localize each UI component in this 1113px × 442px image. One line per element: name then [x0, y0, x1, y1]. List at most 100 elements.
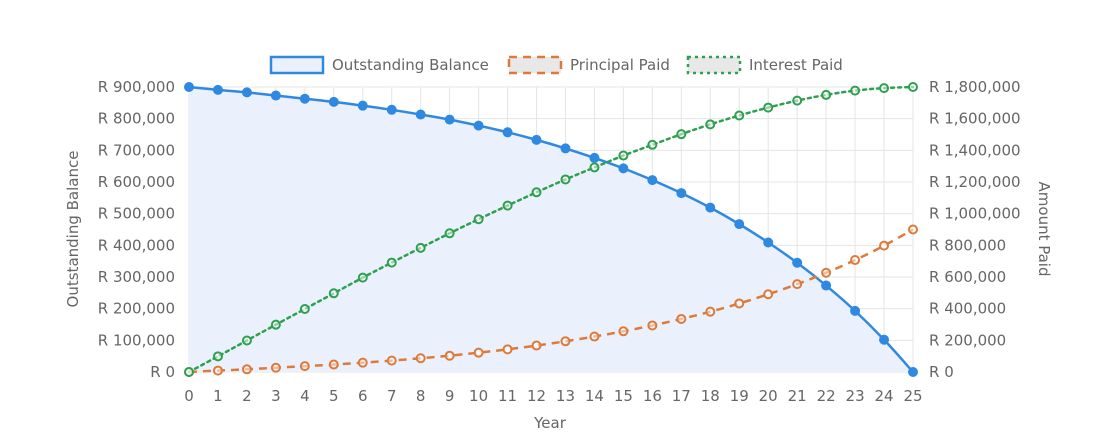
principal-paid-point[interactable] [415, 353, 426, 364]
interest-paid-point[interactable] [184, 367, 194, 377]
principal-paid-point[interactable] [792, 279, 803, 290]
outstanding-balance-point[interactable] [676, 188, 687, 199]
x-tick-label: 1 [213, 387, 223, 405]
outstanding-balance-point[interactable] [473, 120, 484, 131]
outstanding-balance-point[interactable] [444, 114, 455, 125]
outstanding-balance-point[interactable] [386, 104, 397, 115]
principal-paid-point[interactable] [589, 331, 600, 342]
outstanding-balance-point[interactable] [705, 202, 716, 213]
interest-paid-point[interactable] [589, 162, 600, 173]
outstanding-balance-point[interactable] [821, 280, 832, 291]
interest-paid-point[interactable] [850, 85, 861, 96]
x-tick-label: 4 [300, 387, 310, 405]
principal-paid-point[interactable] [850, 255, 861, 266]
outstanding-balance-point[interactable] [850, 305, 861, 316]
interest-paid-point[interactable] [502, 200, 513, 211]
principal-paid-point[interactable] [705, 306, 716, 317]
y-left-tick-label: R 800,000 [98, 110, 175, 128]
legend-item-outstanding-balance[interactable]: Outstanding Balance [269, 55, 489, 75]
outstanding-balance-point[interactable] [763, 237, 774, 248]
outstanding-balance-point[interactable] [734, 219, 745, 230]
interest-paid-point[interactable] [821, 89, 832, 100]
legend: Outstanding Balance Principal Paid Interes… [269, 55, 843, 75]
outstanding-balance-point[interactable] [792, 257, 803, 268]
legend-item-interest-paid[interactable]: Interest Paid [686, 55, 843, 75]
principal-paid-point[interactable] [879, 240, 890, 251]
interest-paid-point[interactable] [212, 351, 223, 362]
outstanding-balance-point[interactable] [879, 334, 890, 345]
principal-paid-point[interactable] [386, 355, 397, 366]
y-left-tick-label: R 200,000 [98, 300, 175, 318]
y-right-tick-label: R 1,000,000 [929, 205, 1021, 223]
interest-paid-point[interactable] [908, 82, 918, 92]
outstanding-balance-point[interactable] [589, 152, 600, 163]
principal-paid-point[interactable] [821, 267, 832, 278]
principal-paid-point[interactable] [473, 347, 484, 358]
principal-paid-point[interactable] [270, 362, 281, 373]
outstanding-balance-point[interactable] [531, 134, 542, 145]
principal-paid-point[interactable] [647, 320, 658, 331]
y-axis-right: R 0 R 200,000 R 400,000 R 600,000 R 800,000 R… [929, 78, 1021, 381]
principal-paid-point[interactable] [212, 365, 223, 376]
outstanding-balance-point[interactable] [618, 163, 629, 174]
outstanding-balance-point[interactable] [647, 175, 658, 186]
y-left-tick-label: R 300,000 [98, 268, 175, 286]
interest-paid-point[interactable] [357, 272, 368, 283]
x-tick-label: 18 [701, 387, 720, 405]
x-tick-label: 8 [416, 387, 426, 405]
y-right-tick-label: R 1,400,000 [929, 141, 1021, 159]
outstanding-balance-point[interactable] [299, 93, 310, 104]
interest-paid-point[interactable] [270, 319, 281, 330]
legend-label: Interest Paid [749, 56, 843, 74]
principal-paid-point[interactable] [763, 289, 774, 300]
outstanding-balance-point[interactable] [357, 100, 368, 111]
principal-paid-point[interactable] [357, 357, 368, 368]
principal-paid-point[interactable] [560, 336, 571, 347]
outstanding-balance-point[interactable] [560, 143, 571, 154]
interest-paid-point[interactable] [444, 228, 455, 239]
principal-paid-point[interactable] [618, 326, 629, 337]
outstanding-balance-point[interactable] [328, 96, 339, 107]
outstanding-balance-point[interactable] [502, 127, 513, 138]
interest-paid-point[interactable] [647, 139, 658, 150]
outstanding-balance-point[interactable] [270, 90, 281, 101]
interest-paid-point[interactable] [763, 102, 774, 113]
outstanding-balance-point[interactable] [212, 84, 223, 95]
interest-paid-point[interactable] [299, 303, 310, 314]
principal-paid-point[interactable] [734, 298, 745, 309]
interest-paid-point[interactable] [879, 83, 890, 94]
principal-paid-point[interactable] [676, 313, 687, 324]
y-left-tick-label: R 400,000 [98, 236, 175, 254]
x-axis: 0 1 2 3 4 5 6 7 8 9 10 11 12 13 14 15 16 17 18 19 20 21 22 23 24… [184, 387, 922, 405]
y-axis-right-title: Amount Paid [1035, 182, 1053, 277]
principal-paid-point[interactable] [241, 364, 252, 375]
interest-paid-point[interactable] [705, 119, 716, 130]
legend-item-principal-paid[interactable]: Principal Paid [507, 55, 670, 75]
principal-paid-point[interactable] [299, 361, 310, 372]
outstanding-balance-point[interactable] [908, 367, 918, 377]
interest-paid-point[interactable] [560, 174, 571, 185]
interest-paid-point[interactable] [328, 288, 339, 299]
x-tick-label: 11 [498, 387, 517, 405]
principal-paid-point[interactable] [908, 224, 918, 235]
interest-paid-point[interactable] [473, 214, 484, 225]
interest-paid-point[interactable] [792, 95, 803, 106]
outstanding-balance-point[interactable] [184, 82, 194, 92]
x-tick-label: 2 [242, 387, 252, 405]
principal-paid-point[interactable] [502, 344, 513, 355]
interest-paid-point[interactable] [386, 257, 397, 268]
outstanding-balance-point[interactable] [241, 87, 252, 98]
y-right-tick-label: R 1,800,000 [929, 78, 1021, 96]
outstanding-balance-point[interactable] [415, 109, 426, 120]
interest-paid-point[interactable] [531, 187, 542, 198]
interest-paid-point[interactable] [618, 150, 629, 161]
interest-paid-point[interactable] [734, 110, 745, 121]
interest-paid-point[interactable] [415, 242, 426, 253]
y-right-tick-label: R 1,200,000 [929, 173, 1021, 191]
interest-paid-point[interactable] [241, 335, 252, 346]
principal-paid-point[interactable] [328, 359, 339, 370]
principal-paid-point[interactable] [444, 350, 455, 361]
principal-paid-point[interactable] [531, 340, 542, 351]
interest-paid-point[interactable] [676, 129, 687, 140]
